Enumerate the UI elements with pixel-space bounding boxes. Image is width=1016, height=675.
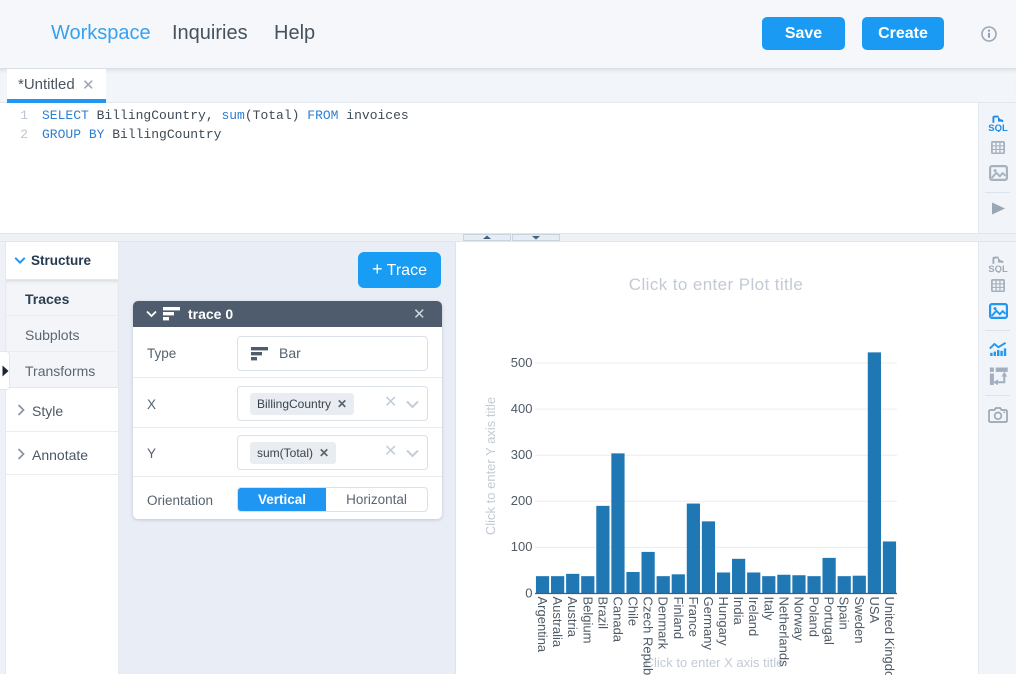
- svg-text:Hungary: Hungary: [716, 597, 731, 647]
- svg-text:Austria: Austria: [565, 597, 580, 638]
- svg-text:Ireland: Ireland: [746, 597, 761, 637]
- svg-text:Spain: Spain: [837, 597, 852, 630]
- svg-text:200: 200: [511, 493, 533, 508]
- svg-text:Canada: Canada: [610, 597, 625, 643]
- svg-text:SQL: SQL: [988, 264, 1008, 273]
- svg-text:Brazil: Brazil: [595, 597, 610, 630]
- svg-text:Belgium: Belgium: [580, 597, 595, 644]
- svg-text:Portugal: Portugal: [822, 597, 837, 646]
- svg-text:Finland: Finland: [671, 597, 686, 640]
- svg-text:Poland: Poland: [807, 597, 822, 637]
- svg-text:400: 400: [511, 401, 533, 416]
- svg-text:Click to enter Plot title: Click to enter Plot title: [629, 275, 803, 294]
- svg-text:Argentina: Argentina: [535, 597, 550, 653]
- svg-text:500: 500: [511, 355, 533, 370]
- svg-text:Denmark: Denmark: [656, 597, 671, 650]
- svg-text:Australia: Australia: [550, 597, 565, 648]
- svg-text:Germany: Germany: [701, 597, 716, 651]
- svg-text:SQL: SQL: [988, 123, 1008, 132]
- svg-text:United Kingdom: United Kingdom: [882, 597, 897, 675]
- svg-text:Chile: Chile: [626, 597, 641, 627]
- svg-text:Czech Republic: Czech Republic: [641, 597, 656, 675]
- svg-text:300: 300: [511, 447, 533, 462]
- svg-text:India: India: [731, 597, 746, 626]
- svg-text:Sweden: Sweden: [852, 597, 867, 644]
- svg-text:USA: USA: [867, 597, 882, 624]
- svg-text:Norway: Norway: [791, 597, 806, 642]
- svg-text:Click to enter X axis title: Click to enter X axis title: [645, 655, 784, 670]
- svg-text:Click to enter Y axis title: Click to enter Y axis title: [483, 397, 498, 535]
- svg-text:Netherlands: Netherlands: [776, 597, 791, 668]
- svg-text:France: France: [686, 597, 701, 637]
- svg-text:Italy: Italy: [761, 597, 776, 621]
- svg-text:0: 0: [525, 585, 532, 600]
- svg-text:100: 100: [511, 539, 533, 554]
